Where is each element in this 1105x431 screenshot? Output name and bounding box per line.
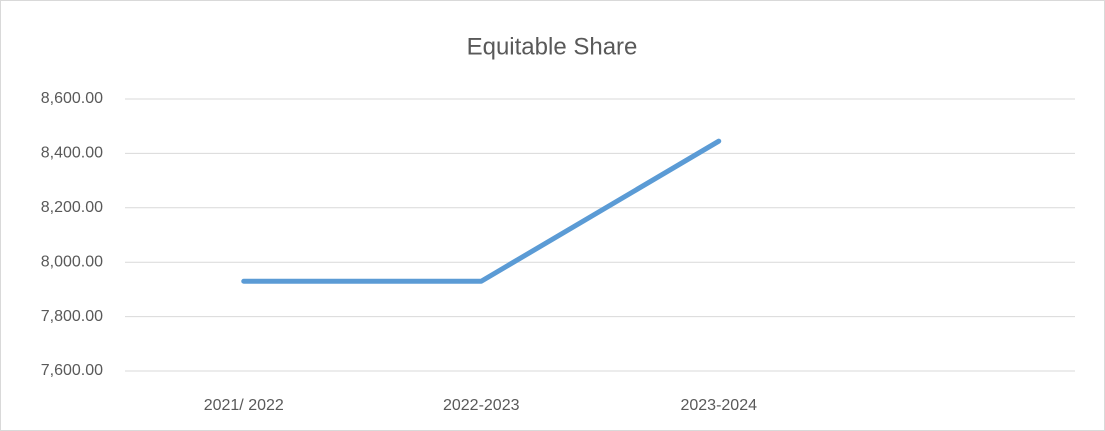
x-tick-label: 2022-2023: [443, 397, 520, 414]
chart-title: Equitable Share: [467, 33, 638, 60]
x-tick-label: 2021/ 2022: [204, 397, 284, 414]
x-tick-label: 2023-2024: [680, 397, 757, 414]
y-tick-label: 8,400.00: [41, 145, 103, 162]
y-tick-label: 7,600.00: [41, 362, 103, 379]
line: [241, 138, 722, 284]
y-tick-label: 8,000.00: [41, 253, 103, 270]
y-tick-label: 8,200.00: [41, 199, 103, 216]
y-tick-label: 7,800.00: [41, 308, 103, 325]
y-tick-label: 8,600.00: [41, 90, 103, 107]
